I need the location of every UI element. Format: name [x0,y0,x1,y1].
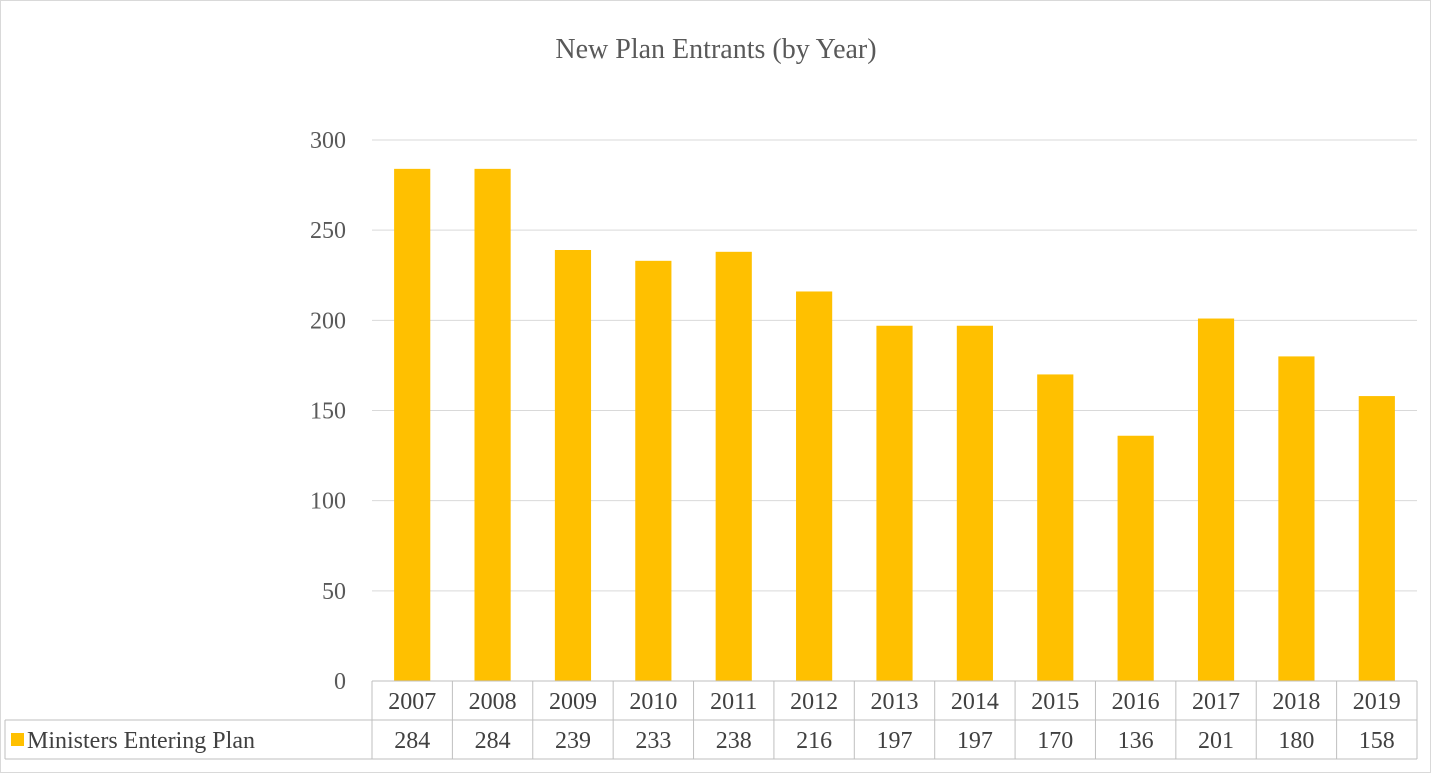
data-label: 170 [1037,728,1073,754]
y-tick-label: 0 [334,669,346,695]
data-label: 197 [877,728,913,754]
bars [394,168,1395,681]
data-label: 197 [957,728,993,754]
x-tick-label: 2009 [549,689,597,715]
x-tick-label: 2008 [469,689,517,715]
legend-label: Ministers Entering Plan [27,728,255,754]
bar [1037,374,1074,681]
y-tick-label: 250 [310,218,346,244]
data-label: 201 [1198,728,1234,754]
data-label: 284 [394,728,430,754]
bar [1117,435,1154,681]
bar [715,251,752,681]
y-axis: 0 50 100 150 200 250 300 [310,128,346,695]
bar [796,291,833,681]
data-label: 136 [1118,728,1154,754]
bar [956,325,993,681]
x-tick-label: 2019 [1353,689,1401,715]
bar [394,168,431,681]
y-tick-label: 200 [310,308,346,334]
x-tick-label: 2013 [871,689,919,715]
x-tick-label: 2015 [1031,689,1079,715]
bar [876,325,913,681]
bar [554,250,592,681]
y-tick-label: 50 [322,579,346,605]
legend-swatch [11,733,24,746]
y-tick-label: 100 [310,489,346,515]
chart-title: New Plan Entrants (by Year) [555,34,876,65]
y-tick-label: 150 [310,399,346,425]
x-tick-label: 2014 [951,689,999,715]
data-label: 233 [635,728,671,754]
x-tick-label: 2016 [1112,689,1160,715]
bar [474,168,511,681]
x-tick-label: 2017 [1192,689,1240,715]
x-tick-label: 2012 [790,689,838,715]
bar [1358,396,1395,681]
bar [1278,356,1315,681]
data-label: 239 [555,728,591,754]
data-table: Ministers Entering Plan 2007 2008 2009 2010… [4,680,1418,760]
data-label: 284 [475,728,511,754]
x-tick-label: 2018 [1272,689,1320,715]
bar [635,260,672,681]
data-label: 216 [796,728,832,754]
y-tick-label: 300 [310,128,346,154]
x-tick-label: 2007 [388,689,436,715]
data-label: 180 [1278,728,1314,754]
x-tick-label: 2010 [629,689,677,715]
gridlines [372,139,1417,592]
x-tick-label: 2011 [710,689,757,715]
data-label: 158 [1359,728,1395,754]
bar [1197,318,1235,681]
data-label: 238 [716,728,752,754]
